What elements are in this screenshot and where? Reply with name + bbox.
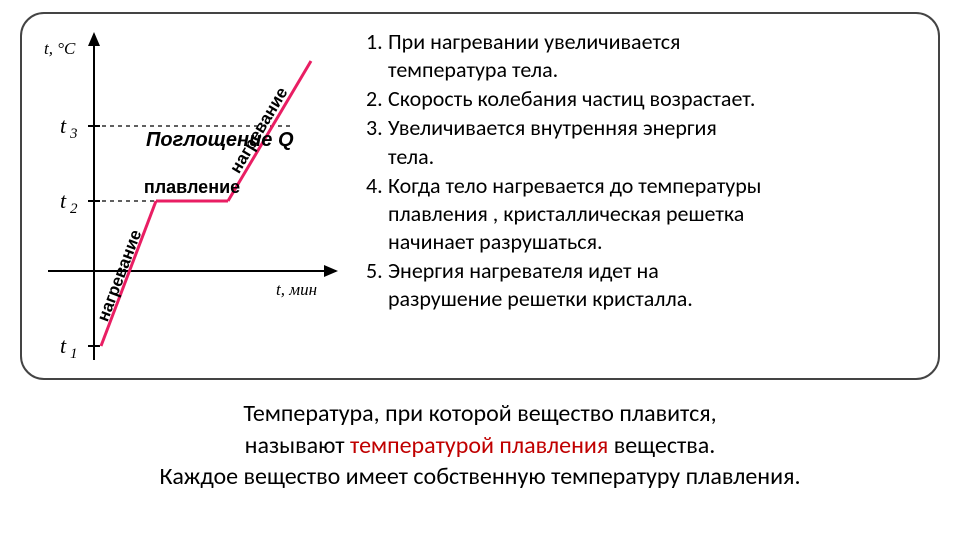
svg-text:t, °C: t, °C: [44, 39, 76, 58]
phase-chart: t, °Ct, минt1t2t3нагреваниенагреваниепла…: [36, 26, 356, 366]
list-number: 4.: [366, 172, 388, 256]
svg-text:плавление: плавление: [144, 177, 240, 197]
list-body: Энергия нагревателя идет наразрушение ре…: [388, 257, 924, 313]
list-number: 1.: [366, 28, 388, 84]
list-item: 2.Скорость колебания частиц возрастает.: [366, 85, 924, 113]
svg-text:3: 3: [69, 126, 78, 142]
list-number: 3.: [366, 114, 388, 170]
list-item: 1.При нагревании увеличиваетсятемператур…: [366, 28, 924, 84]
list-number: 2.: [366, 85, 388, 113]
definition-text: Температура, при которой вещество плавит…: [20, 398, 940, 493]
list-item: 4.Когда тело нагревается до температурып…: [366, 172, 924, 256]
svg-text:нагревание: нагревание: [93, 227, 145, 324]
chart-panel: t, °Ct, минt1t2t3нагреваниенагреваниепла…: [36, 26, 356, 366]
svg-text:t: t: [60, 113, 67, 138]
list-body: При нагревании увеличиваетсятемпература …: [388, 28, 924, 84]
list-item: 5.Энергия нагревателя идет наразрушение …: [366, 257, 924, 313]
list-item: 3.Увеличивается внутренняя энергиятела.: [366, 114, 924, 170]
list-number: 5.: [366, 257, 388, 313]
svg-text:t, мин: t, мин: [276, 280, 317, 299]
highlight-term: температурой плавления: [350, 431, 608, 460]
list-body: Скорость колебания частиц возрастает.: [388, 85, 924, 113]
svg-text:2: 2: [70, 201, 78, 217]
svg-text:t: t: [60, 188, 67, 213]
content-frame: t, °Ct, минt1t2t3нагреваниенагреваниепла…: [20, 12, 940, 380]
list-body: Увеличивается внутренняя энергиятела.: [388, 114, 924, 170]
svg-text:t: t: [60, 333, 67, 358]
svg-text:1: 1: [70, 346, 78, 362]
list-panel: 1.При нагревании увеличиваетсятемператур…: [366, 26, 924, 366]
list-body: Когда тело нагревается до температурыпла…: [388, 172, 924, 256]
footer-line-1: Температура, при которой вещество плавит…: [20, 398, 940, 430]
svg-text:Поглощение Q: Поглощение Q: [146, 129, 294, 151]
numbered-list: 1.При нагревании увеличиваетсятемператур…: [366, 28, 924, 314]
footer-line-3: Каждое вещество имеет собственную темпер…: [20, 461, 940, 493]
footer-line-2: называют температурой плавления вещества…: [20, 430, 940, 462]
